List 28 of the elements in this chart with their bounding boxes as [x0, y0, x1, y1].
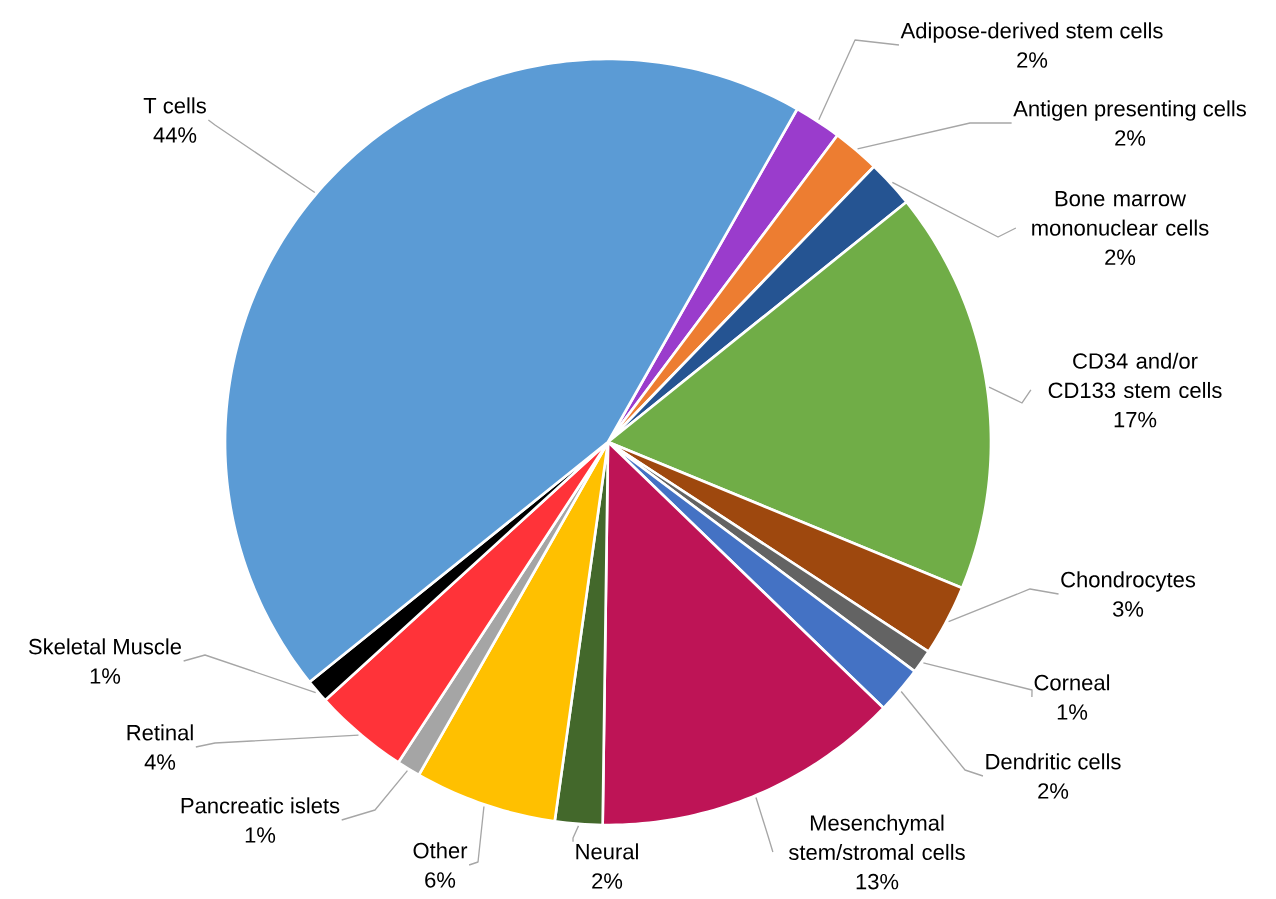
data-label: 13%	[856, 873, 899, 890]
slice-label: Other	[413, 842, 468, 859]
slice-label: CD34 and/or CD133 stem cells	[1048, 352, 1222, 399]
data-label: 44%	[153, 127, 197, 143]
data-label: 2%	[1038, 783, 1069, 799]
slice-label: Adipose-derived stem cells	[900, 22, 1163, 43]
slice-label: Pancreatic islets	[181, 797, 340, 814]
slice-label: Chondrocytes	[1061, 571, 1196, 592]
slice-label: Dendritic cells	[986, 753, 1121, 770]
data-label: 2%	[1017, 52, 1048, 68]
slice-label: Retinal	[127, 724, 193, 741]
slice-label: Skeletal Muscle	[28, 638, 182, 655]
slice-label: Mesenchymal stem/stromal cells	[788, 814, 965, 861]
data-label: 1%	[245, 827, 276, 843]
slice-label: Neural	[576, 843, 638, 860]
slice-label: Bone marrow mononuclear cells	[1032, 191, 1209, 236]
data-label: 2%	[1115, 130, 1146, 146]
data-label: 4%	[144, 754, 176, 770]
data-label: 6%	[425, 872, 456, 888]
data-label: 1%	[90, 668, 121, 684]
data-label: 3%	[1112, 601, 1144, 617]
slice-label: Corneal	[1034, 674, 1110, 691]
data-label: 2%	[592, 873, 623, 889]
data-label: 2%	[1105, 249, 1136, 265]
data-label: 17%	[1114, 411, 1157, 428]
slice-label: T cells	[143, 97, 206, 114]
slice-label: Antigen presenting cells	[1013, 100, 1246, 121]
data-label: 1%	[1057, 704, 1088, 720]
